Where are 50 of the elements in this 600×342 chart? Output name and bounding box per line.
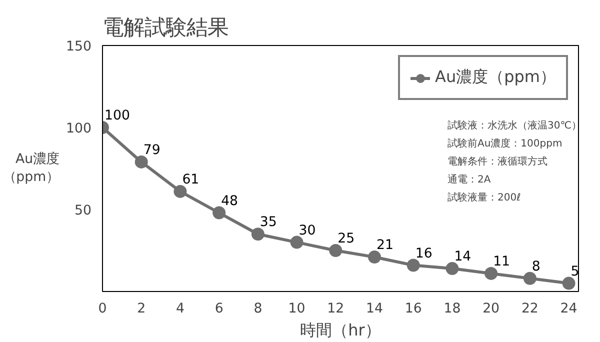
point (212, 206, 226, 220)
point (329, 244, 342, 257)
data-label: 35 (260, 215, 277, 230)
data-label: 5 (570, 264, 580, 280)
point (368, 250, 381, 264)
point (406, 258, 420, 272)
x-axis-title: 時間（hr） (300, 320, 381, 340)
data-label: 79 (143, 142, 160, 158)
y-tick-label: 100 (66, 122, 92, 136)
point (562, 276, 576, 290)
point (484, 266, 498, 280)
data-label: 25 (338, 232, 355, 246)
annotation: 試験前Au濃度：100ppm (448, 138, 562, 150)
annotation: 試験液量：200ℓ (448, 192, 521, 204)
x-tick-label: 18 (444, 302, 461, 316)
y-tick-label: 50 (74, 204, 92, 218)
x-tick-label: 8 (254, 302, 262, 316)
data-label: 8 (532, 259, 540, 274)
point (174, 184, 187, 198)
annotation: 電解条件：液循環方式 (448, 156, 548, 168)
x-tick-label: 0 (98, 302, 107, 316)
x-tick-label: 10 (288, 302, 306, 316)
data-label: 30 (298, 223, 316, 238)
data-label: 16 (415, 246, 432, 262)
point (523, 272, 536, 285)
data-label: 11 (493, 254, 510, 270)
x-tick-label: 4 (176, 302, 184, 316)
x-tick-label: 12 (327, 302, 344, 316)
annotation: 通電：2A (448, 174, 491, 186)
y-axis-title: Au濃度（ppm） (3, 151, 60, 185)
point (251, 228, 264, 241)
x-tick-label: 14 (366, 302, 383, 316)
data-label: 100 (104, 108, 130, 124)
point (446, 262, 459, 276)
x-tick-label: 20 (482, 302, 500, 316)
data-label: 14 (454, 250, 472, 265)
x-tick-label: 6 (214, 302, 224, 316)
legend-label: Au濃度（ppm） (435, 67, 556, 88)
data-label: 21 (376, 238, 394, 254)
x-tick-label: 22 (521, 302, 538, 316)
point (134, 155, 148, 168)
data-label: 61 (182, 172, 200, 188)
data-label: 48 (221, 194, 238, 209)
x-tick-label: 24 (560, 302, 578, 316)
x-tick-label: 2 (137, 302, 146, 316)
x-tick-label: 16 (404, 302, 422, 316)
chart-title: 電解試験結果 (102, 16, 228, 40)
annotation: 試験液：水洗水（液温30℃） (448, 120, 582, 132)
point (290, 236, 304, 249)
y-tick-label: 150 (66, 40, 92, 54)
